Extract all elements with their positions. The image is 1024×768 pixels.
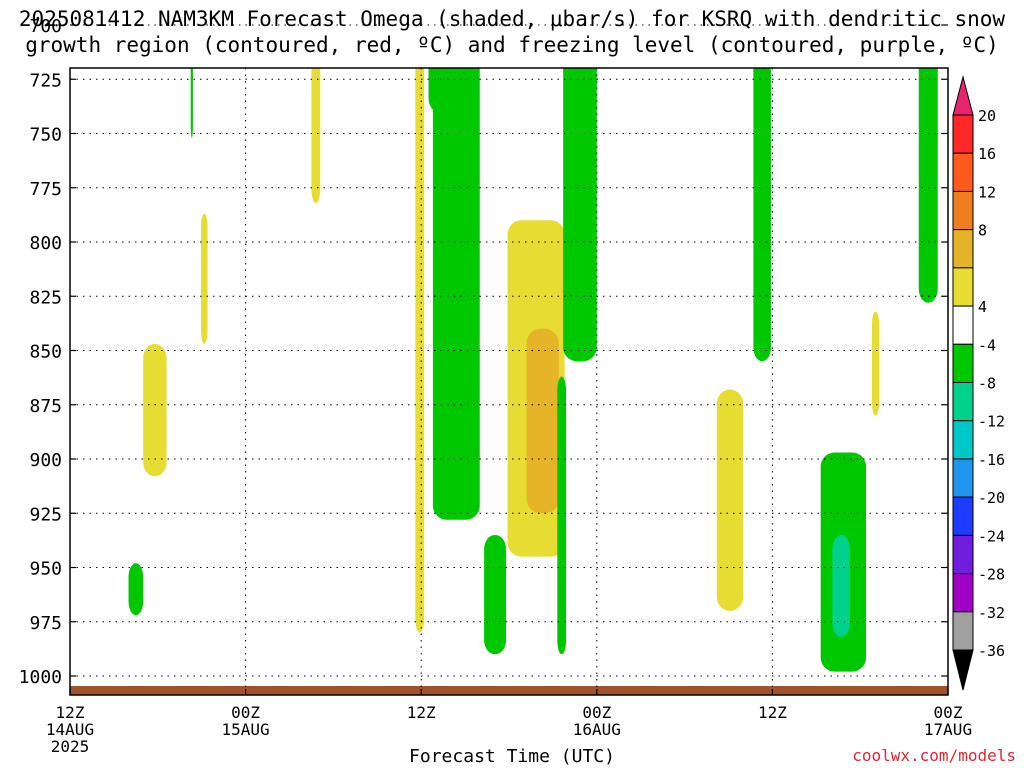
omega-region [311,68,321,203]
omega-region [415,68,425,633]
colorbar-label: 4 [978,298,987,316]
colorbar-label: 20 [978,107,996,125]
colorbar-label: -4 [978,336,996,354]
colorbar-segment [952,458,974,498]
omega-region [200,213,208,344]
omega-region [753,68,771,362]
omega-region [557,376,567,655]
colorbar-segment [952,229,974,269]
omega-region [437,0,444,25]
colorbar-label: -32 [978,604,1005,622]
colorbar-segment [952,573,974,613]
colorbar-segment [952,496,974,536]
colorbar-segment [952,534,974,575]
y-tick-label: 875 [29,396,62,417]
omega-region [594,0,604,25]
colorbar-label: 8 [978,222,987,240]
omega-region [623,0,630,25]
x-tick-label: 14AUG [46,720,94,739]
x-tick-label: 15AUG [222,720,270,739]
omega-region [563,68,597,362]
x-tick-label: 00Z [231,703,260,722]
colorbar-label: -24 [978,527,1005,545]
y-tick-label: 975 [29,613,62,634]
colorbar-segment [952,420,974,460]
omega-region [526,328,559,514]
omega-region [128,563,144,616]
terrain-layer [70,686,948,695]
y-tick-label: 825 [29,287,62,308]
colorbar-segment [952,343,974,383]
omega-region [190,68,193,138]
colorbar-segment [952,114,974,154]
colorbar-label: -12 [978,413,1005,431]
x-axis-title: Forecast Time (UTC) [409,746,615,767]
colorbar-label: -36 [978,642,1005,660]
colorbar-label: -16 [978,451,1005,469]
colorbar-top-arrow [952,75,974,116]
y-tick-label: 925 [29,504,62,525]
omega-region [578,68,583,69]
x-tick-label: 00Z [582,703,611,722]
omega-region [432,68,480,520]
colorbar-segment [952,152,974,192]
colorbar-segment [952,382,974,422]
colorbar-label: 16 [978,145,996,163]
chart-title-line-2: growth region (contoured, red, ºC) and f… [25,33,999,57]
y-tick-label: 700 [29,16,62,37]
omega-region [716,389,744,611]
colorbar-segment [952,267,974,307]
omega-region [484,534,507,655]
omega-region [871,311,880,416]
y-tick-label: 725 [29,70,62,91]
x-tick-label: 16AUG [573,720,621,739]
omega-shading-layer [128,0,938,672]
colorbar-bottom-arrow [952,649,974,691]
y-axis: 5255505756006256506757007257507758008258… [19,16,948,688]
x-tick-label: 12Z [56,703,85,722]
terrain-band [70,686,948,695]
colorbar-segment [952,190,974,231]
y-tick-label: 850 [29,342,62,363]
site-credit: coolwx.com/models [852,746,1016,765]
y-tick-label: 1000 [19,667,62,688]
y-tick-label: 900 [29,450,62,471]
omega-region [918,68,938,303]
plot-frame [69,67,949,696]
x-tick-label: 12Z [758,703,787,722]
y-tick-label: 950 [29,559,62,580]
colorbar-label: -28 [978,566,1005,584]
y-tick-label: 800 [29,233,62,254]
colorbar-segment [952,611,974,651]
colorbar-label: -8 [978,375,996,393]
x-tick-label: 12Z [407,703,436,722]
x-tick-label: 2025 [51,737,90,756]
omega-region [832,534,850,637]
omega-region [143,343,167,477]
colorbar: 20 16 12 8 4 -4 -8 -12 -16 -20 -24 -28 -32 -36 [952,75,1005,691]
y-tick-label: 775 [29,179,62,200]
colorbar-segment [952,305,974,345]
x-tick-label: 17AUG [924,720,972,739]
y-tick-label: 750 [29,125,62,146]
x-tick-label: 00Z [934,703,963,722]
colorbar-label: 12 [978,183,996,201]
colorbar-label: -20 [978,489,1005,507]
